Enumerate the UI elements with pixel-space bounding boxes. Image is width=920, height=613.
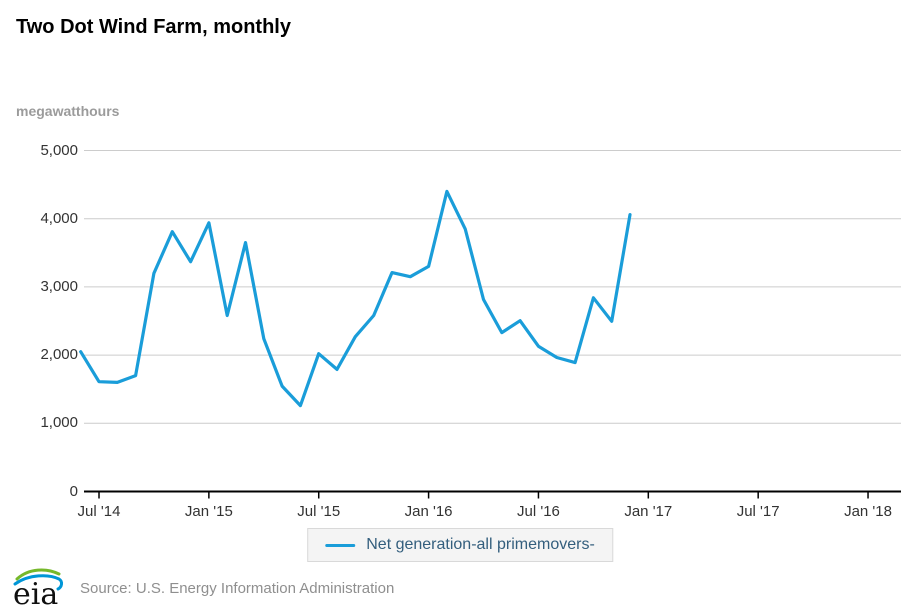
x-tick-label: Jul '14 [77, 502, 121, 520]
y-tick-label: 0 [69, 482, 78, 500]
x-tick-label: Jul '15 [297, 502, 341, 520]
legend-label: Net generation-all primemovers- [366, 536, 595, 553]
logo-green-swoosh [15, 568, 61, 581]
y-tick-label: 4,000 [40, 209, 78, 227]
legend-line-swatch [325, 543, 356, 547]
x-tick-label: Jan '15 [184, 502, 233, 520]
y-tick-label: 2,000 [40, 346, 78, 364]
y-axis-units-label: megawatthours [16, 103, 120, 119]
x-tick-label: Jan '16 [404, 502, 453, 520]
logo-text: eia [13, 577, 58, 610]
source-text: Source: U.S. Energy Information Administ… [80, 579, 395, 597]
eia-logo-icon: eia [13, 568, 63, 610]
page-title: Two Dot Wind Farm, monthly [16, 16, 291, 38]
x-tick-label: Jan '17 [624, 502, 673, 520]
y-tick-label: 1,000 [40, 414, 78, 432]
net-generation-line [79, 189, 632, 408]
x-tick-label: Jan '18 [844, 502, 892, 520]
y-tick-label: 5,000 [40, 141, 78, 159]
y-tick-label: 3,000 [40, 277, 78, 295]
x-tick-label: Jul '17 [736, 502, 780, 520]
logo-blue-swoosh [13, 574, 63, 591]
legend[interactable]: Net generation-all primemovers- [307, 528, 613, 562]
x-tick-label: Jul '16 [516, 502, 560, 520]
footer: eia Source: U.S. Energy Information Admi… [12, 566, 394, 610]
